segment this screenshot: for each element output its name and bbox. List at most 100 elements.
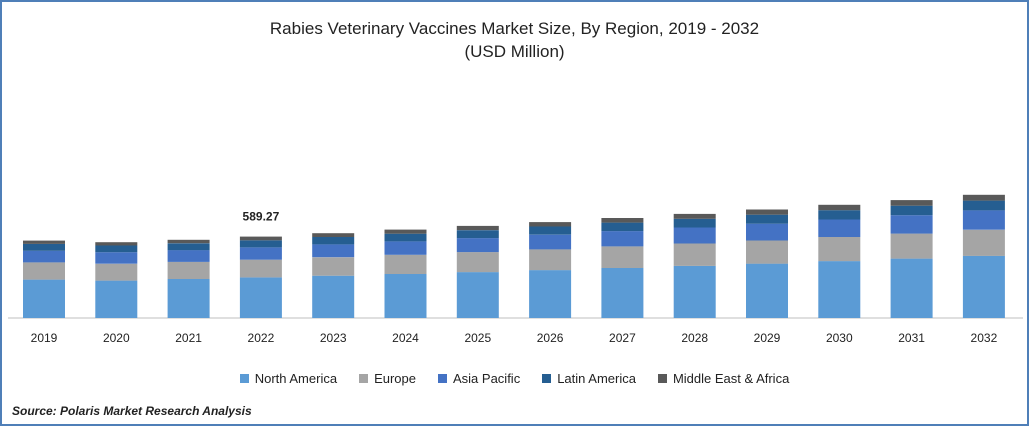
bar-segment-2031-latin-america <box>890 205 933 216</box>
x-tick-label: 2020 <box>103 331 130 345</box>
bar-segment-2021-north-america <box>167 279 210 318</box>
bar-segment-2029-middle-east-africa <box>746 209 788 215</box>
bar-segment-2020-north-america <box>95 280 138 318</box>
bar-segment-2022-middle-east-africa <box>239 236 282 241</box>
bar-segment-2027-middle-east-africa <box>601 218 644 223</box>
bar-segment-2020-europe <box>95 263 138 281</box>
legend-swatch <box>359 374 369 383</box>
bar-segment-2028-asia-pacific <box>673 227 716 244</box>
bar-segment-2019-europe <box>23 262 65 280</box>
bar-segment-2023-europe <box>312 257 355 276</box>
bar-segment-2027-north-america <box>601 268 644 318</box>
bar-segment-2026-asia-pacific <box>529 234 572 250</box>
bar-segment-2031-asia-pacific <box>890 215 933 234</box>
chart-title: Rabies Veterinary Vaccines Market Size, … <box>269 19 760 38</box>
bar-segment-2032-latin-america <box>962 200 1005 211</box>
bar-segment-2026-middle-east-africa <box>529 222 572 227</box>
bar-segment-2023-asia-pacific <box>312 244 355 258</box>
bar-segment-2029-asia-pacific <box>746 223 788 241</box>
data-label: 589.27 <box>243 210 280 224</box>
x-tick-label: 2027 <box>609 331 636 345</box>
x-tick-label: 2022 <box>248 331 275 345</box>
bar-segment-2023-north-america <box>312 275 355 318</box>
bar-segment-2030-latin-america <box>818 210 861 220</box>
bar-segment-2026-latin-america <box>529 226 572 235</box>
bar-segment-2029-latin-america <box>746 214 788 224</box>
legend: North America Europe Asia Pacific Latin Ame… <box>2 371 1027 386</box>
bar-segment-2019-asia-pacific <box>23 250 65 263</box>
bar-segment-2031-north-america <box>890 258 933 318</box>
bar-segment-2028-latin-america <box>673 218 716 228</box>
legend-item: Europe <box>359 371 416 386</box>
legend-swatch <box>438 374 447 383</box>
legend-swatch <box>657 374 667 383</box>
bar-segment-2029-europe <box>746 240 788 264</box>
bar-segment-2023-latin-america <box>312 237 355 245</box>
bar-segment-2022-north-america <box>239 277 282 318</box>
bar-segment-2029-north-america <box>746 263 788 318</box>
legend-label: Europe <box>374 371 416 386</box>
bar-segment-2025-middle-east-africa <box>456 225 499 231</box>
bar-segment-2022-latin-america <box>239 240 282 248</box>
legend-item: Latin America <box>542 371 636 386</box>
bar-segment-2025-europe <box>456 252 499 273</box>
bar-segment-2020-latin-america <box>95 245 138 253</box>
bar-segment-2027-europe <box>601 246 644 268</box>
bar-segment-2019-latin-america <box>23 243 65 251</box>
bar-segment-2024-north-america <box>384 273 427 318</box>
bar-segment-2030-asia-pacific <box>818 219 861 237</box>
bar-segment-2022-europe <box>239 259 282 278</box>
bar-segment-2021-europe <box>167 261 210 279</box>
chart-subtitle: (USD Million) <box>464 42 565 61</box>
x-tick-label: 2028 <box>681 331 708 345</box>
bar-segment-2032-europe <box>962 229 1005 256</box>
bar-segment-2030-europe <box>818 237 861 262</box>
x-tick-label: 2025 <box>464 331 491 345</box>
bar-segment-2031-europe <box>890 233 933 259</box>
bar-segment-2021-asia-pacific <box>167 250 210 262</box>
bar-segment-2032-middle-east-africa <box>962 194 1005 201</box>
bar-segment-2021-middle-east-africa <box>167 239 210 244</box>
bar-segment-2024-latin-america <box>384 233 427 242</box>
bar-segment-2025-asia-pacific <box>456 238 499 253</box>
bar-segment-2020-middle-east-africa <box>95 242 138 246</box>
bar-segment-2023-middle-east-africa <box>312 233 355 237</box>
bar-segment-2027-asia-pacific <box>601 231 644 247</box>
bar-segment-2025-latin-america <box>456 230 499 239</box>
bar-segment-2019-north-america <box>23 279 65 318</box>
bar-segment-2024-asia-pacific <box>384 241 427 255</box>
legend-item: Middle East & Africa <box>657 371 790 386</box>
x-tick-label: 2030 <box>826 331 853 345</box>
bar-segment-2028-europe <box>673 243 716 266</box>
bar-segment-2027-latin-america <box>601 222 644 232</box>
bar-segment-2030-middle-east-africa <box>818 204 861 211</box>
legend-swatch <box>239 374 249 383</box>
x-tick-label: 2023 <box>320 331 347 345</box>
bar-segment-2030-north-america <box>818 261 861 318</box>
bar-segment-2031-middle-east-africa <box>890 200 933 206</box>
legend-label: Asia Pacific <box>453 371 521 386</box>
stacked-bar-chart: 2019 2020 2021 2022 589.27 2023 2024 2025 2026 20… <box>8 194 1023 345</box>
source-note: Source: Polaris Market Research Analysis <box>12 404 252 418</box>
bar-segment-2019-middle-east-africa <box>23 240 65 244</box>
legend-label: Latin America <box>557 371 636 386</box>
legend-label: Middle East & Africa <box>672 371 790 386</box>
bar-segment-2020-asia-pacific <box>95 252 138 264</box>
legend-label: North America <box>254 371 338 386</box>
bar-segment-2032-north-america <box>962 255 1005 318</box>
bar-segment-2024-middle-east-africa <box>384 229 427 234</box>
x-tick-label: 2021 <box>175 331 202 345</box>
bar-segment-2024-europe <box>384 254 427 274</box>
bar-segment-2032-asia-pacific <box>962 210 1005 230</box>
x-tick-label: 2026 <box>537 331 564 345</box>
bar-segment-2028-north-america <box>673 265 716 318</box>
legend-item: North America <box>239 371 338 386</box>
bar-segment-2028-middle-east-africa <box>673 213 716 219</box>
legend-item: Asia Pacific <box>438 371 520 386</box>
bar-segment-2025-north-america <box>456 272 499 318</box>
bar-segment-2021-latin-america <box>167 243 210 251</box>
x-tick-label: 2032 <box>971 331 998 345</box>
legend-swatch <box>542 374 552 383</box>
bar-segment-2026-europe <box>529 249 572 271</box>
